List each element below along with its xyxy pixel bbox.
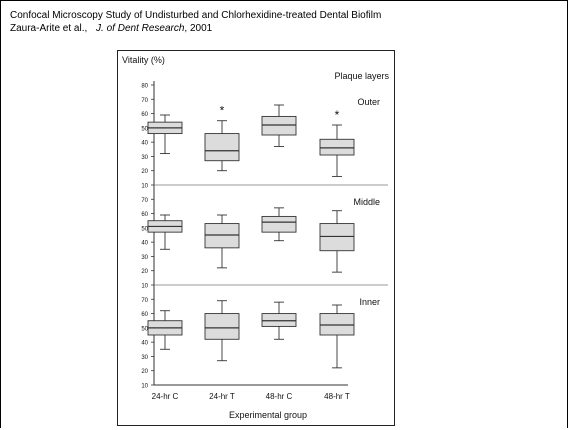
box-iqr [319, 223, 355, 252]
y-tick-label: 20 [141, 169, 148, 175]
panel-label-outer: Outer [357, 97, 380, 107]
y-axis-label: Vitality (%) [122, 55, 165, 65]
citation-year: , 2001 [184, 23, 213, 34]
y-tick-label: 60 [141, 212, 148, 218]
citation-line: Zaura-Arite et al., J. of Dent Research,… [10, 23, 212, 34]
legend-title: Plaque layers [334, 71, 389, 81]
y-tick-label: 70 [141, 298, 148, 304]
y-tick-label: 40 [141, 141, 148, 147]
y-tick-label: 50 [141, 326, 148, 332]
slide-title: Confocal Microscopy Study of Undisturbed… [10, 10, 382, 21]
y-tick-label: 40 [141, 241, 148, 247]
box-iqr [261, 313, 297, 327]
significance-marker: * [335, 108, 340, 122]
box-iqr [204, 133, 240, 162]
y-tick-label: 30 [141, 155, 148, 161]
box-iqr [204, 223, 240, 249]
box-iqr [261, 115, 297, 136]
box-iqr [319, 138, 355, 156]
y-tick-label: 60 [141, 112, 148, 118]
panel-label-inner: Inner [359, 297, 380, 307]
slide-top-border [0, 0, 568, 1]
y-tick-label: 70 [141, 198, 148, 204]
x-axis-label: Experimental group [229, 410, 307, 420]
box-plot-svg: Vitality (%) Plaque layers Experimental … [122, 55, 389, 420]
box-iqr [204, 313, 240, 340]
y-tick-label: 80 [141, 84, 148, 90]
y-tick-label: 50 [141, 126, 148, 132]
y-tick-label: 70 [141, 98, 148, 104]
y-tick-label: 40 [141, 341, 148, 347]
y-tick-label: 10 [141, 184, 148, 190]
slide-left-border [0, 0, 1, 428]
box-plot-figure: Vitality (%) Plaque layers Experimental … [117, 50, 395, 426]
citation-authors: Zaura-Arite et al., [10, 23, 88, 34]
x-tick-label: 48-hr C [266, 392, 293, 401]
panel-label-middle: Middle [353, 197, 380, 207]
box-iqr [261, 215, 297, 233]
significance-marker: * [220, 104, 225, 118]
y-tick-label: 10 [141, 284, 148, 290]
y-tick-label: 20 [141, 369, 148, 375]
x-tick-label: 24-hr T [209, 392, 235, 401]
y-tick-label: 30 [141, 255, 148, 261]
x-tick-label: 48-hr T [324, 392, 350, 401]
y-tick-label: 60 [141, 312, 148, 318]
y-tick-label: 30 [141, 355, 148, 361]
y-tick-label: 10 [141, 384, 148, 390]
x-tick-label: 24-hr C [152, 392, 179, 401]
citation-journal: J. of Dent Research [96, 23, 185, 34]
box-iqr [319, 313, 355, 336]
y-tick-label: 50 [141, 226, 148, 232]
y-tick-label: 20 [141, 269, 148, 275]
